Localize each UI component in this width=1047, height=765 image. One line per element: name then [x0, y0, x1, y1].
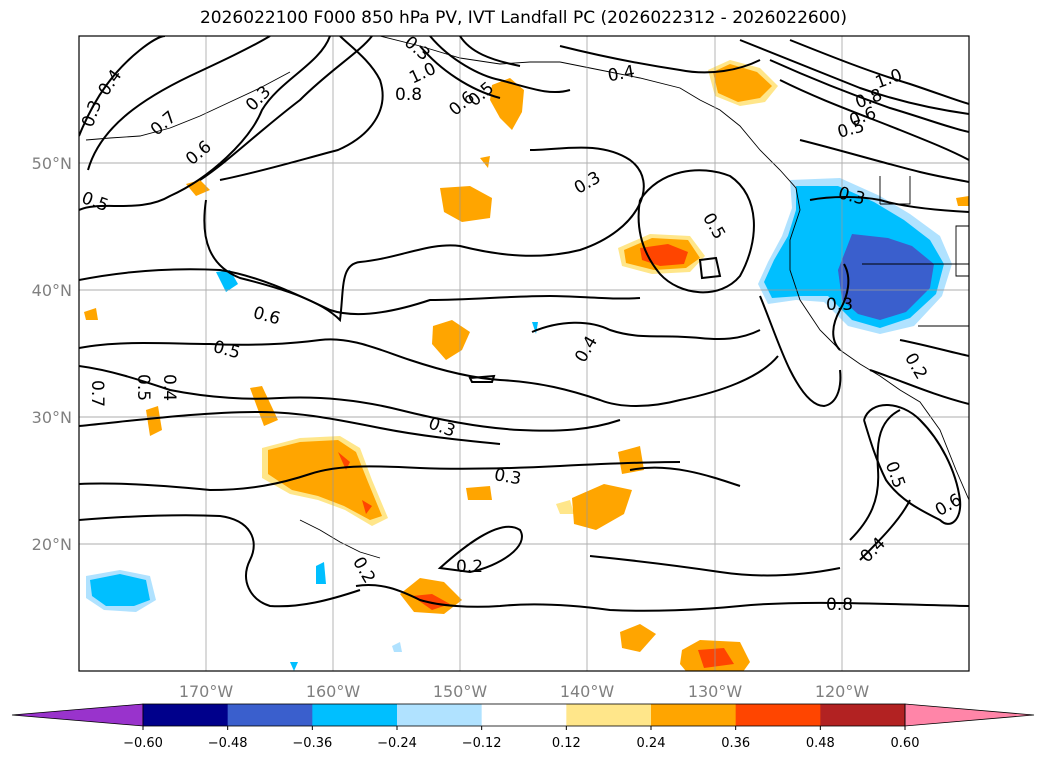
colorbar-segment: [397, 704, 483, 726]
colorbar-tick-label: −0.48: [208, 736, 248, 751]
contour-label: 0.8: [395, 85, 422, 105]
colorbar-segment: [481, 704, 567, 726]
lat-label: 20°N: [32, 535, 72, 554]
contour-label: 0.2: [456, 557, 483, 577]
contour-label: 0.4: [606, 62, 636, 86]
lon-label: 160°W: [306, 682, 361, 701]
plot-area: [79, 36, 969, 671]
latitude-labels: 50°N 40°N 30°N 20°N: [32, 154, 72, 554]
lat-label: 50°N: [32, 154, 72, 173]
lat-label: 40°N: [32, 281, 72, 300]
colorbar-frame: [142, 703, 906, 727]
contour-label: 0.5: [133, 374, 153, 401]
map-title: 2026022100 F000 850 hPa PV, IVT Landfall…: [199, 8, 847, 28]
colorbar-segment: [143, 704, 229, 726]
longitude-labels: 170°W 160°W 150°W 140°W 130°W 120°W: [179, 682, 870, 701]
colorbar-tick-label: 0.48: [806, 736, 835, 751]
lat-label: 30°N: [32, 408, 72, 427]
contour-label: 0.3: [826, 295, 853, 315]
contour-label: 0.4: [159, 374, 179, 401]
colorbar-tick-label: 0.36: [721, 736, 750, 751]
lon-label: 150°W: [433, 682, 488, 701]
colorbar-segment: [651, 704, 737, 726]
lon-label: 140°W: [560, 682, 615, 701]
colorbar-tick-label: −0.12: [462, 736, 502, 751]
colorbar-segment: [820, 704, 906, 726]
colorbar-extend-min: [11, 703, 144, 727]
negative-anomaly-shading: [86, 178, 952, 671]
colorbar-tick-label: 0.24: [637, 736, 666, 751]
colorbar-segment: [566, 704, 652, 726]
lon-label: 120°W: [815, 682, 870, 701]
colorbar-segment: [227, 704, 313, 726]
colorbar-extend-max: [904, 703, 1035, 727]
contour-label: 0.7: [87, 380, 107, 407]
colorbar-tick-label: −0.36: [292, 736, 332, 751]
plot-frame: [78, 35, 970, 672]
gridlines: [79, 36, 969, 671]
colorbar-segment: [735, 704, 821, 726]
colorbar-tick-label: 0.60: [891, 736, 920, 751]
colorbar-tick-label: −0.60: [123, 736, 163, 751]
colorbar-tick-label: −0.24: [377, 736, 417, 751]
colorbar-tick-label: 0.12: [552, 736, 581, 751]
pv-contours: [79, 36, 969, 612]
contour-label: 0.8: [826, 595, 853, 615]
lon-label: 170°W: [179, 682, 234, 701]
colorbar-segment: [312, 704, 398, 726]
lon-label: 130°W: [688, 682, 743, 701]
coastlines: [85, 36, 969, 559]
colorbar: −0.60 −0.48 −0.36 −0.24 −0.12 0.12 0.24 0.36 0.4…: [11, 703, 1035, 751]
contour-label: 0.3: [493, 465, 523, 489]
